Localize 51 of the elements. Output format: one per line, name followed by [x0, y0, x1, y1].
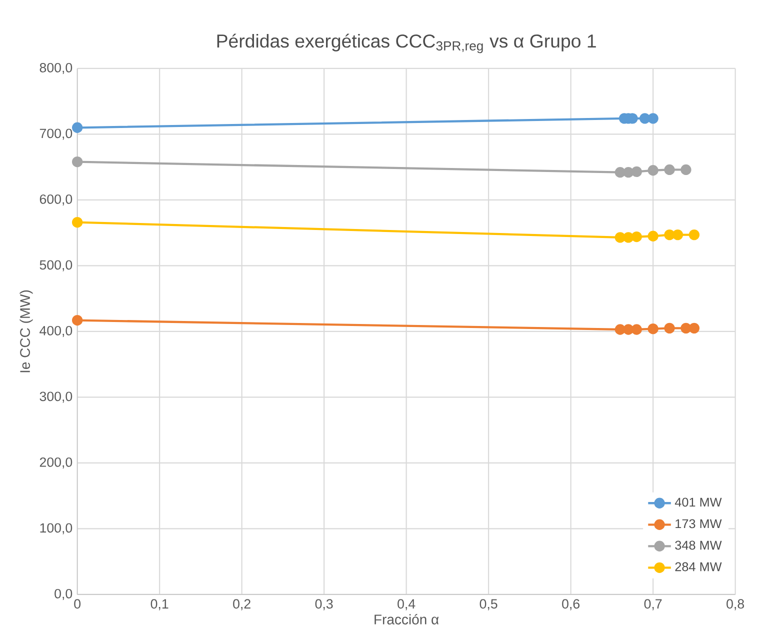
y-tick-label: 400,0 [40, 326, 72, 337]
point [648, 113, 658, 124]
legend-label: 348 MW [675, 540, 722, 550]
legend-label: 284 MW [675, 562, 722, 572]
point [664, 164, 675, 176]
point [672, 229, 684, 240]
point [664, 322, 675, 334]
y-tick-label: 300,0 [40, 392, 72, 403]
x-tick-label: 0,8 [726, 599, 744, 610]
point [72, 122, 83, 133]
x-tick-label: 0,6 [562, 599, 580, 610]
x-tick-label: 0,3 [315, 599, 333, 610]
x-tick-label: 0,7 [644, 599, 662, 610]
y-tick-label: 0,0 [54, 588, 72, 600]
chart-title: Pérdidas exergéticas CCC$_{3PR,reg}$ vs α Grupo 1 [217, 34, 596, 54]
y-tick-label: 800,0 [40, 62, 72, 74]
point [72, 156, 83, 168]
y-tick-label: 200,0 [40, 457, 72, 468]
point [614, 167, 626, 178]
y-axis-title: Ie CCC (MW) [20, 290, 33, 372]
legend-label: 173 MW [676, 519, 722, 528]
point [72, 216, 83, 228]
point [688, 322, 700, 334]
point [623, 324, 634, 335]
point [664, 229, 675, 240]
point [631, 166, 642, 178]
y-tick-label: 100,0 [40, 523, 72, 534]
y-tick-label: 500,0 [40, 260, 72, 272]
point [72, 314, 83, 326]
x-tick-label: 0,2 [233, 599, 250, 610]
point [648, 230, 658, 242]
point [680, 322, 692, 334]
point [631, 231, 642, 242]
x-tick-label: 0 [74, 599, 81, 609]
point [688, 229, 700, 240]
x-axis-title: Fracción α [374, 614, 439, 624]
point [623, 167, 634, 178]
y-tick-label: 600,0 [40, 194, 72, 206]
point [648, 323, 658, 334]
x-tick-label: 0,5 [480, 599, 498, 610]
point [614, 232, 626, 243]
point [623, 232, 634, 243]
point [639, 113, 650, 124]
point [631, 324, 642, 335]
point [680, 164, 692, 176]
point [614, 324, 626, 335]
legend-label: 401 MW [674, 498, 722, 507]
point [648, 165, 658, 176]
x-tick-label: 0,1 [150, 599, 168, 610]
y-tick-label: 700,0 [40, 128, 72, 140]
x-tick-label: 0,4 [398, 599, 416, 610]
